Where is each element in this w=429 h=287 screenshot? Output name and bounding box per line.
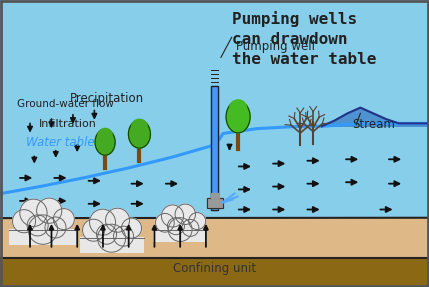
Circle shape: [106, 208, 130, 232]
Circle shape: [82, 219, 105, 241]
Circle shape: [189, 213, 205, 230]
Text: Water table: Water table: [26, 136, 94, 149]
Circle shape: [175, 204, 196, 224]
Circle shape: [27, 215, 48, 236]
Circle shape: [28, 215, 57, 244]
Bar: [79, 237, 144, 253]
Text: Infiltration: Infiltration: [39, 119, 97, 129]
Circle shape: [53, 209, 74, 230]
Polygon shape: [322, 108, 429, 126]
Circle shape: [12, 210, 36, 233]
Circle shape: [97, 224, 117, 244]
Circle shape: [45, 217, 66, 238]
Bar: [206, 197, 223, 208]
Bar: [153, 229, 207, 242]
Circle shape: [90, 209, 115, 235]
Text: Ground-water flow: Ground-water flow: [17, 99, 114, 109]
Ellipse shape: [128, 120, 151, 148]
Circle shape: [36, 198, 62, 223]
Ellipse shape: [98, 128, 112, 141]
Bar: [206, 197, 223, 208]
Circle shape: [182, 219, 199, 236]
Circle shape: [114, 226, 133, 246]
Circle shape: [167, 218, 184, 235]
Circle shape: [161, 205, 184, 227]
Bar: [211, 86, 218, 210]
Circle shape: [20, 199, 47, 226]
Ellipse shape: [95, 129, 115, 155]
Circle shape: [121, 218, 142, 238]
Text: Stream: Stream: [352, 118, 395, 131]
Ellipse shape: [132, 119, 147, 133]
Text: Pumping well: Pumping well: [236, 40, 315, 53]
Bar: [9, 228, 76, 245]
Text: Pumping wells
can drawdown
the water table: Pumping wells can drawdown the water tab…: [232, 11, 376, 67]
Bar: [0, 258, 429, 287]
Text: Precipitation: Precipitation: [70, 92, 144, 105]
Circle shape: [97, 224, 126, 252]
Bar: [211, 193, 218, 197]
Text: Confining unit: Confining unit: [173, 262, 256, 275]
Circle shape: [156, 214, 174, 232]
Ellipse shape: [230, 100, 247, 116]
Circle shape: [168, 218, 192, 241]
Bar: [211, 86, 218, 210]
Polygon shape: [0, 126, 429, 258]
Ellipse shape: [226, 101, 250, 133]
